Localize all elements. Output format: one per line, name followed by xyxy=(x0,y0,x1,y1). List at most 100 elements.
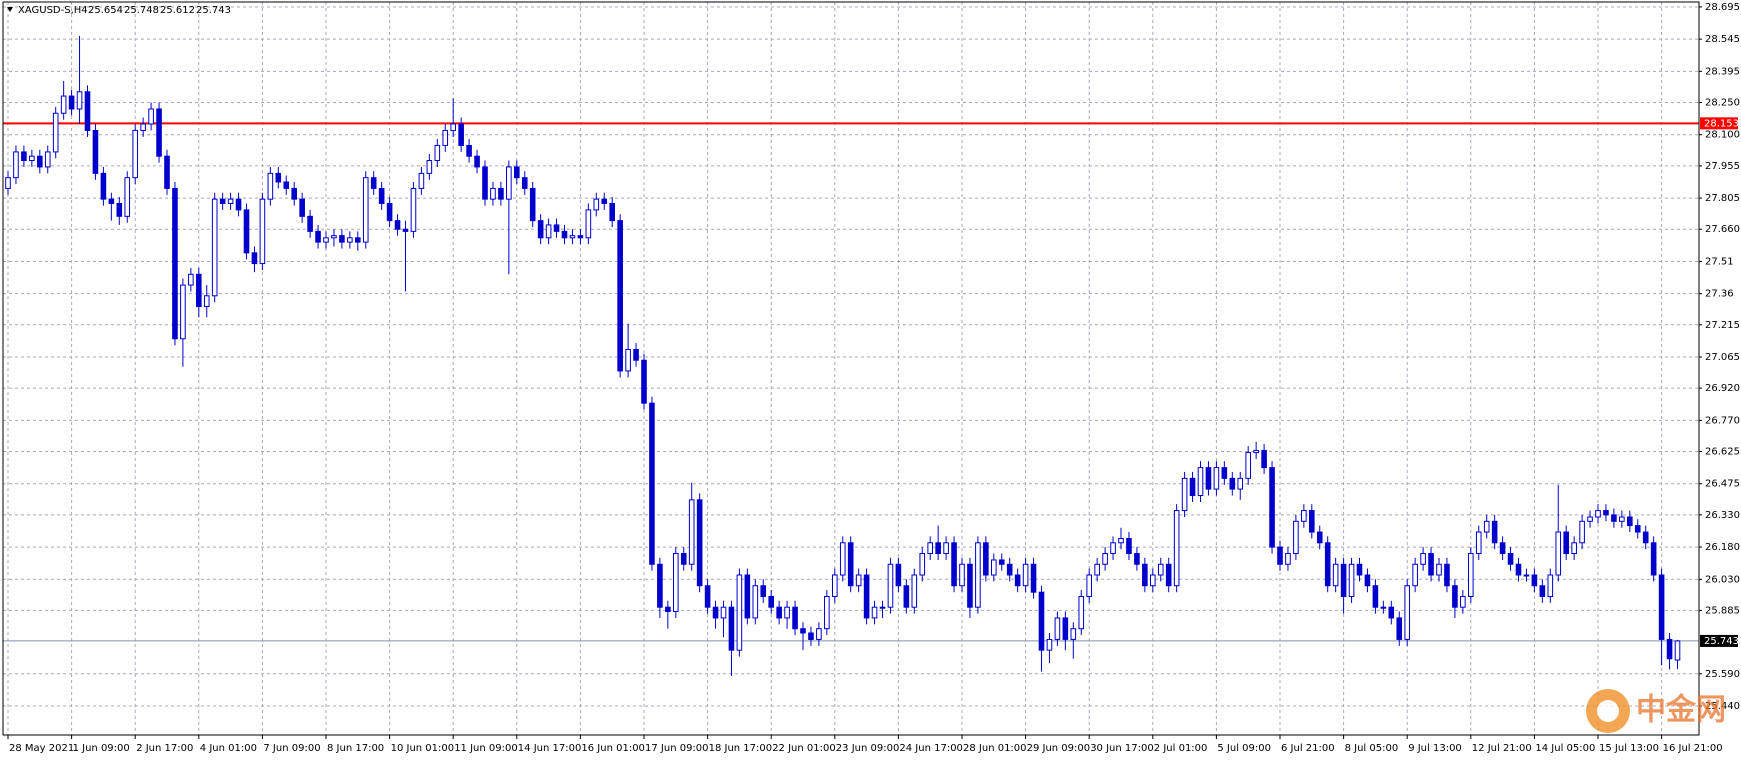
candle-body xyxy=(1515,563,1522,576)
watermark-text: 中金网 xyxy=(1636,693,1726,728)
y-tick-label: 28.100 xyxy=(1705,130,1740,141)
candle-body xyxy=(1340,563,1347,597)
candle-body xyxy=(673,553,679,613)
candle-body xyxy=(1499,542,1506,555)
candle-body xyxy=(1094,563,1100,576)
candle-body xyxy=(196,273,202,308)
candle-body xyxy=(1126,537,1132,555)
x-tick-label: 4 Jun 01:00 xyxy=(200,743,257,754)
x-tick-label: 6 Jul 21:00 xyxy=(1281,743,1335,754)
candle-body xyxy=(991,559,997,576)
menu-arrow[interactable] xyxy=(7,7,13,12)
candle-body xyxy=(482,166,488,200)
y-tick-label: 27.065 xyxy=(1705,352,1740,363)
candle-body xyxy=(1404,585,1411,640)
x-tick-label: 9 Jul 13:00 xyxy=(1408,743,1462,754)
x-tick-label: 23 Jun 09:00 xyxy=(836,743,900,754)
candle-body xyxy=(394,220,401,230)
candle-body xyxy=(1483,520,1490,533)
candle-body xyxy=(649,402,655,565)
candle-body xyxy=(1396,617,1403,640)
candle-body xyxy=(776,606,782,619)
candle-body xyxy=(1380,606,1387,609)
candle-body xyxy=(736,574,743,651)
candle-body xyxy=(124,177,131,217)
candle-body xyxy=(943,542,949,555)
candle-body xyxy=(1134,553,1140,565)
candle-body xyxy=(140,123,146,131)
x-tick-label: 11 Jun 09:00 xyxy=(454,743,518,754)
y-tick-label: 26.030 xyxy=(1705,574,1740,585)
candle-body xyxy=(498,187,504,200)
candle-body xyxy=(808,632,814,640)
y-tick-label: 27.805 xyxy=(1705,193,1740,204)
candle-body xyxy=(506,166,512,200)
y-tick-label: 27.955 xyxy=(1705,161,1740,172)
candle-body xyxy=(903,585,910,608)
candle-body xyxy=(164,155,170,189)
candle-body xyxy=(919,553,926,576)
candle-body xyxy=(1468,553,1474,597)
candle-body xyxy=(1547,574,1554,597)
candle-body xyxy=(998,559,1005,565)
candle-body xyxy=(800,628,806,634)
candle-body xyxy=(1261,449,1267,469)
candle-body xyxy=(1666,638,1673,660)
candle-body xyxy=(657,563,663,608)
candle-body xyxy=(1555,531,1562,576)
candle-body xyxy=(1022,563,1029,587)
candle-body xyxy=(1269,467,1275,548)
candle-body xyxy=(1420,553,1426,565)
candle-body xyxy=(641,359,647,404)
candle-body xyxy=(609,202,616,222)
candle-body xyxy=(895,563,902,587)
candle-body xyxy=(1603,510,1609,516)
candle-body xyxy=(21,151,27,161)
x-tick-label: 18 Jun 17:00 xyxy=(709,743,773,754)
candle-body xyxy=(1571,542,1577,555)
candle-body xyxy=(418,172,425,189)
candle-body xyxy=(927,542,934,555)
candle-body xyxy=(1523,574,1530,577)
candle-body xyxy=(1277,546,1283,565)
candle-body xyxy=(847,542,854,587)
candle-body xyxy=(1086,574,1093,597)
candle-body xyxy=(1356,563,1363,576)
candle-body xyxy=(1038,591,1045,651)
y-tick-label: 25.885 xyxy=(1705,605,1740,616)
candle-body xyxy=(744,574,751,619)
candle-body xyxy=(60,95,67,114)
candle-body xyxy=(307,215,313,232)
y-tick-label: 27.215 xyxy=(1705,320,1740,331)
candle-body xyxy=(1197,467,1204,497)
y-tick-label: 26.330 xyxy=(1705,510,1740,521)
candle-body xyxy=(1595,510,1601,518)
candle-body xyxy=(617,220,623,372)
candle-body xyxy=(442,129,449,146)
candle-body xyxy=(983,542,989,576)
candle-body xyxy=(370,177,377,189)
x-tick-label: 8 Jul 05:00 xyxy=(1345,743,1399,754)
y-tick-label: 25.590 xyxy=(1705,669,1740,680)
candle-body xyxy=(1213,467,1220,490)
candle-body xyxy=(824,595,830,630)
candle-body xyxy=(1062,617,1069,640)
candle-body xyxy=(490,187,496,200)
candle-body xyxy=(37,155,43,168)
candle-body xyxy=(529,187,536,222)
candle-body xyxy=(458,123,464,146)
candle-body xyxy=(386,202,393,222)
candle-body xyxy=(1046,638,1053,651)
x-tick-label: 1 Jun 09:00 xyxy=(73,743,130,754)
candle-body xyxy=(1324,542,1331,587)
y-tick-label: 28.395 xyxy=(1705,66,1740,77)
watermark-logo-inner xyxy=(1597,700,1619,722)
candle-body xyxy=(1412,563,1418,587)
candle-body xyxy=(68,95,75,110)
open-value: 25.654 xyxy=(88,5,123,16)
candle-body xyxy=(172,187,178,340)
candle-body xyxy=(1142,563,1148,587)
candle-body xyxy=(347,237,353,243)
